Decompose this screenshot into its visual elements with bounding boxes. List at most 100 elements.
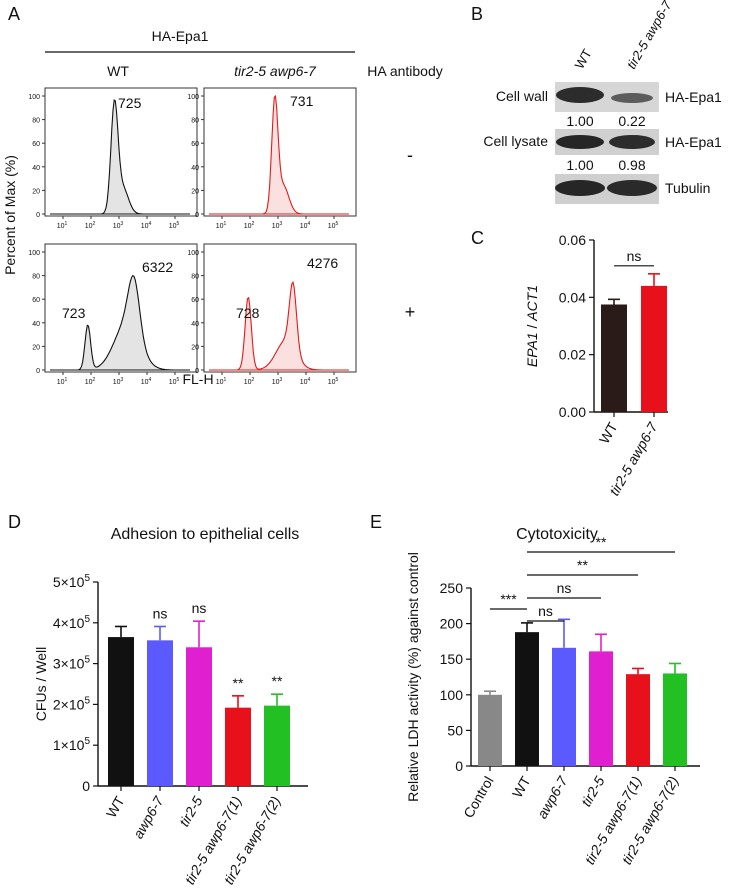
y-tick-label: 150 — [440, 651, 464, 667]
y-tick-label: 0 — [82, 778, 90, 794]
x-tick-label: WT — [596, 419, 621, 446]
flow-xtick-exp: 4 — [149, 377, 152, 383]
y-tick-label: 5×105 — [53, 573, 91, 590]
y-tick-label: 0 — [455, 758, 463, 774]
y-tick-mantissa: 0 — [82, 778, 90, 794]
flow-xtick-label: 105 — [169, 377, 180, 386]
y-tick-exponent: 5 — [84, 573, 90, 584]
y-tick-mantissa: 5×10 — [53, 574, 85, 590]
panel-a-header: HA-Epa1 — [152, 28, 209, 44]
flow-label-mut-plus-high: 4276 — [307, 255, 338, 271]
panel-b: B WT tir2-5 awp6-7 Cell wall HA-Epa1 1.0… — [471, 0, 722, 204]
flow-xtick-label: 102 — [244, 377, 255, 386]
y-tick-exponent: 5 — [84, 736, 90, 747]
band-tubulin-wt — [555, 180, 605, 196]
flow-ytick-label: 100 — [28, 94, 40, 101]
flow-xtick-exp: 1 — [65, 221, 68, 227]
flow-xtick-label: 101 — [57, 221, 68, 230]
flow-xtick-base: 10 — [169, 223, 177, 230]
y-tick-mantissa: 3×10 — [53, 656, 85, 672]
flow-ytick-label: 100 — [187, 250, 199, 257]
bar — [108, 637, 134, 786]
flow-xtick-base: 10 — [328, 223, 336, 230]
blot-quant-wt: 1.00 — [566, 113, 593, 129]
flow-xtick-exp: 5 — [336, 221, 339, 227]
flow-xtick-label: 102 — [85, 221, 96, 230]
flow-xtick-label: 105 — [169, 221, 180, 230]
flow-histogram-wt-minus — [50, 99, 190, 215]
flow-xtick-exp: 1 — [65, 377, 68, 383]
flow-xtick-exp: 4 — [149, 221, 152, 227]
x-tick-label: WT — [103, 793, 128, 820]
flow-xtick-exp: 2 — [93, 377, 96, 383]
flow-xtick-label: 104 — [300, 377, 311, 386]
flow-ytick-label: 20 — [32, 344, 40, 351]
flow-frame — [203, 243, 357, 373]
bar — [626, 674, 650, 766]
y-tick-label: 4×105 — [53, 614, 91, 631]
panel-b-col-wt: WT — [572, 46, 595, 71]
y-tick-label: 2×105 — [53, 695, 91, 712]
panel-a-col-mut: tir2-5 awp6-7 — [234, 63, 317, 79]
flow-xtick-base: 10 — [113, 223, 121, 230]
ylabel-gene2: ACT1 — [524, 285, 540, 322]
y-tick-label: 0.02 — [559, 347, 586, 363]
flow-xtick-label: 104 — [141, 221, 152, 230]
flow-xtick-exp: 1 — [224, 377, 227, 383]
bar — [225, 707, 251, 786]
ylabel-sep: / — [524, 321, 540, 333]
flow-xtick-exp: 4 — [308, 221, 311, 227]
blot-quant-mut: 0.22 — [618, 113, 645, 129]
blot-row-label: Cell wall — [496, 88, 548, 104]
flow-label-mut-minus: 731 — [290, 93, 314, 109]
y-tick-exponent: 5 — [84, 655, 90, 666]
flow-xtick-base: 10 — [244, 379, 252, 386]
panel-b-col-mut: tir2-5 awp6-7 — [624, 0, 675, 71]
flow-ytick-label: 0 — [36, 212, 40, 219]
y-tick-label: 0.06 — [559, 232, 586, 248]
band-cell-lysate-mut — [609, 135, 655, 149]
significance-label: ns — [557, 580, 572, 596]
bar — [641, 285, 667, 412]
flow-ytick-label: 20 — [191, 188, 199, 195]
flow-ytick-label: 20 — [32, 188, 40, 195]
panel-b-label: B — [471, 4, 483, 24]
band-cell-wall-mut — [611, 93, 653, 103]
flow-ytick-label: 40 — [191, 321, 199, 328]
flow-ytick-label: 40 — [32, 321, 40, 328]
flow-histogram-mut-minus — [209, 94, 349, 215]
panel-a-col-wt: WT — [107, 63, 129, 79]
panel-e-label: E — [370, 512, 382, 532]
flow-frame — [203, 87, 357, 217]
flow-ytick-label: 60 — [191, 141, 199, 148]
band-cell-lysate-wt — [556, 135, 604, 149]
flow-xtick-label: 105 — [328, 221, 339, 230]
y-tick-label: 100 — [440, 687, 464, 703]
y-tick-label: 0.00 — [559, 404, 586, 420]
flow-xtick-label: 102 — [244, 221, 255, 230]
flow-xtick-exp: 5 — [336, 377, 339, 383]
significance-label: ns — [153, 605, 168, 621]
flow-frame — [44, 243, 198, 373]
significance-label: ns — [192, 600, 207, 616]
bar — [186, 647, 212, 786]
x-tick-label: tir2-5 — [578, 773, 608, 809]
flow-xtick-exp: 5 — [177, 221, 180, 227]
bar — [478, 694, 502, 766]
significance-label: ** — [233, 675, 244, 691]
flow-ytick-label: 0 — [36, 368, 40, 375]
flow-xtick-label: 101 — [216, 221, 227, 230]
flow-frame — [44, 87, 198, 217]
significance-label: ** — [577, 557, 588, 573]
flow-xtick-label: 103 — [113, 221, 124, 230]
flow-ytick-label: 40 — [191, 165, 199, 172]
blot-quant-wt: 1.00 — [566, 157, 593, 173]
blot-row-protein: HA-Epa1 — [665, 89, 722, 105]
chart-d-ylabel: CFUs / Well — [33, 647, 49, 721]
flow-xtick-exp: 1 — [224, 221, 227, 227]
flow-ytick-label: 80 — [191, 274, 199, 281]
flow-xtick-label: 105 — [328, 377, 339, 386]
